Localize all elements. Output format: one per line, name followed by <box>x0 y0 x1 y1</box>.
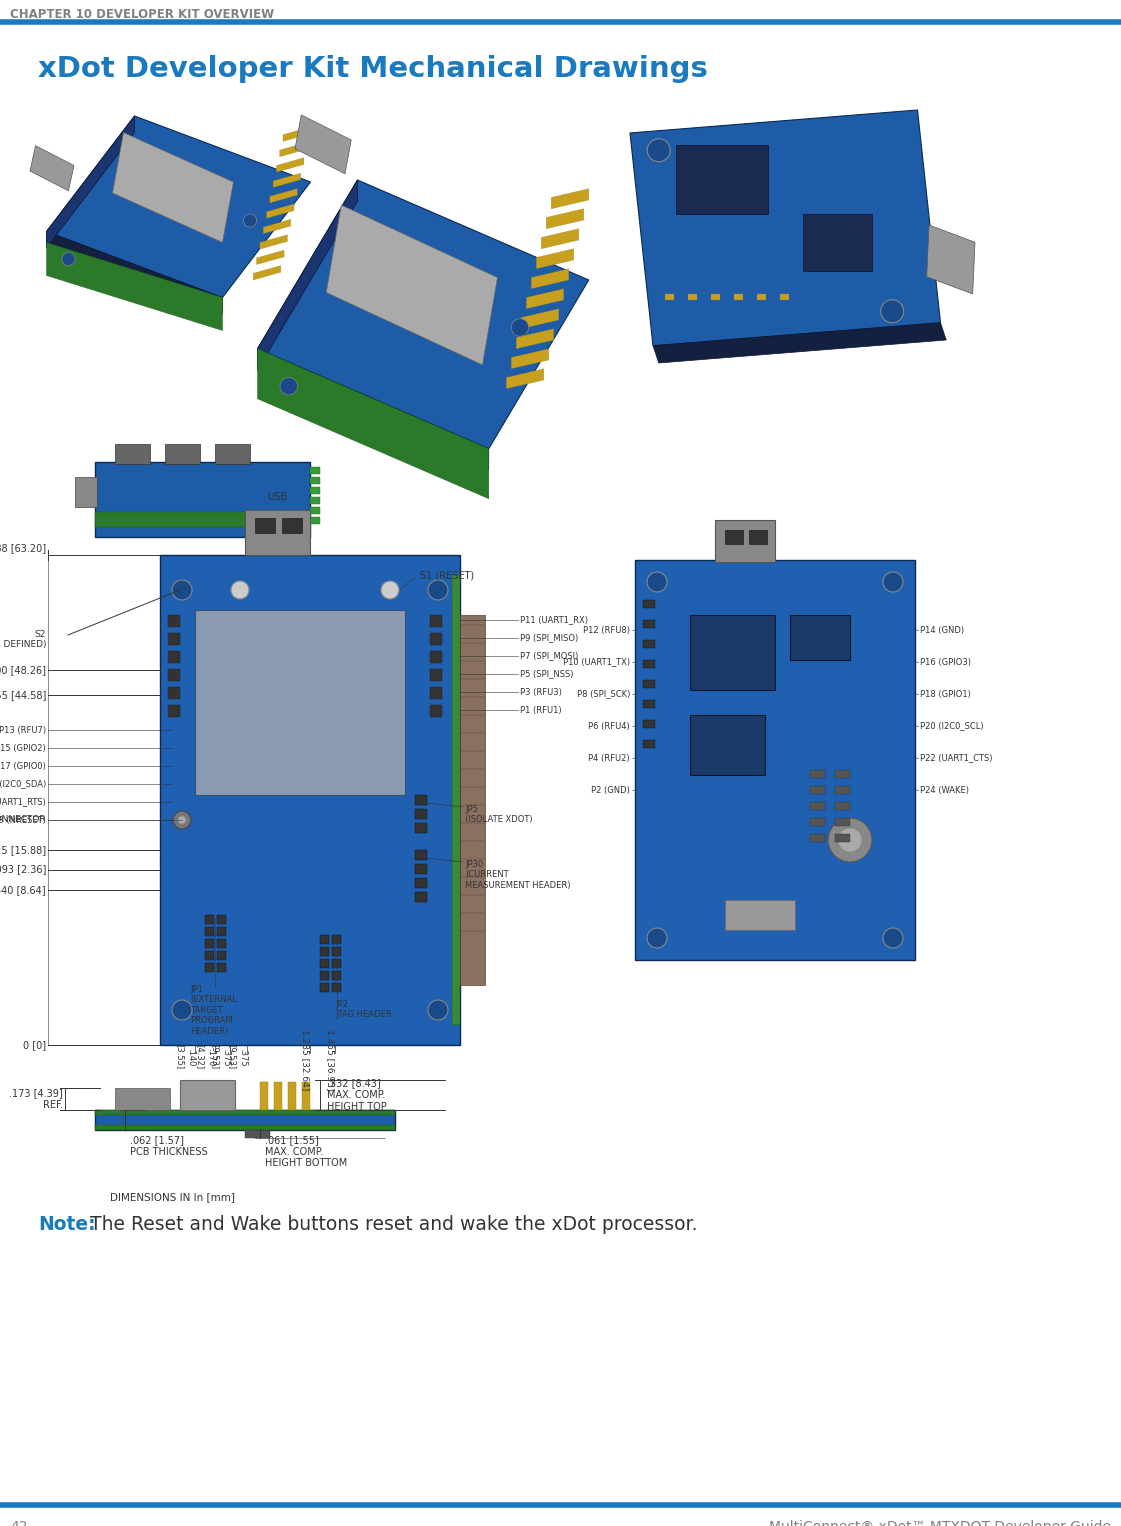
Polygon shape <box>282 127 311 142</box>
Bar <box>205 926 214 935</box>
Polygon shape <box>521 308 558 328</box>
Bar <box>245 510 311 555</box>
Text: P4 (RFU2): P4 (RFU2) <box>589 754 630 763</box>
Bar <box>810 786 825 794</box>
Text: P7 (SPI_MOSI): P7 (SPI_MOSI) <box>520 652 578 661</box>
Circle shape <box>883 928 904 948</box>
Bar <box>165 444 200 464</box>
Circle shape <box>280 377 297 395</box>
Polygon shape <box>267 204 294 218</box>
Text: 42: 42 <box>10 1520 28 1526</box>
Text: S1 (RESET): S1 (RESET) <box>420 571 474 580</box>
Bar <box>835 818 850 826</box>
Text: P13 (RFU7): P13 (RFU7) <box>0 725 46 734</box>
Text: P18 (GPIO1): P18 (GPIO1) <box>920 690 971 699</box>
Bar <box>835 835 850 842</box>
Bar <box>835 803 850 810</box>
Bar <box>95 513 311 526</box>
Text: P9 (SPI_MISO): P9 (SPI_MISO) <box>520 633 578 642</box>
Text: 0 [0]: 0 [0] <box>22 1041 46 1050</box>
Bar <box>95 1109 395 1129</box>
Circle shape <box>243 214 257 227</box>
Bar <box>725 530 743 543</box>
Circle shape <box>828 818 872 862</box>
Bar <box>217 963 226 972</box>
Text: .332 [8.43]
MAX. COMP.
HEIGHT TOP: .332 [8.43] MAX. COMP. HEIGHT TOP <box>327 1079 387 1111</box>
Polygon shape <box>46 116 135 249</box>
Text: JP30
(CURRENT
MEASUREMENT HEADER): JP30 (CURRENT MEASUREMENT HEADER) <box>465 861 571 890</box>
Text: Ø.093 [2.36]: Ø.093 [2.36] <box>0 865 46 874</box>
Text: P14 (GND): P14 (GND) <box>920 626 964 635</box>
Polygon shape <box>552 189 589 209</box>
Circle shape <box>647 139 670 162</box>
Polygon shape <box>258 180 358 369</box>
Bar <box>205 963 214 972</box>
Text: .170
[4.32]: .170 [4.32] <box>195 1044 215 1070</box>
Polygon shape <box>112 133 233 243</box>
Bar <box>643 661 655 668</box>
Bar <box>415 809 427 819</box>
Bar <box>415 877 427 888</box>
Bar <box>415 864 427 874</box>
Bar <box>415 893 427 902</box>
Bar <box>168 705 180 717</box>
Bar <box>332 971 341 980</box>
Text: P24 (WAKE): P24 (WAKE) <box>920 786 969 795</box>
Polygon shape <box>326 204 498 365</box>
Polygon shape <box>253 266 280 279</box>
Bar <box>217 916 226 925</box>
Text: .340 [8.64]: .340 [8.64] <box>0 885 46 896</box>
Polygon shape <box>270 189 297 203</box>
Text: .061 [1.55]
MAX. COMP.
HEIGHT BOTTOM: .061 [1.55] MAX. COMP. HEIGHT BOTTOM <box>265 1135 348 1169</box>
Text: xDot Developer Kit Mechanical Drawings: xDot Developer Kit Mechanical Drawings <box>38 55 707 82</box>
Bar <box>643 600 655 607</box>
Bar <box>180 1080 235 1109</box>
Bar <box>643 620 655 629</box>
Polygon shape <box>531 269 568 288</box>
Polygon shape <box>263 220 290 233</box>
Polygon shape <box>536 249 574 269</box>
Bar <box>415 850 427 861</box>
Text: .375
[9.53]: .375 [9.53] <box>228 1044 247 1070</box>
Text: MultiConnect® xDot™ MTXDOT Developer Guide: MultiConnect® xDot™ MTXDOT Developer Gui… <box>769 1520 1111 1526</box>
Bar <box>691 615 775 690</box>
Bar <box>168 633 180 645</box>
Bar <box>311 517 319 523</box>
Bar <box>835 771 850 778</box>
Bar <box>282 517 302 533</box>
Polygon shape <box>257 250 284 264</box>
Text: Note:: Note: <box>38 1215 95 1235</box>
Polygon shape <box>258 180 589 449</box>
Text: 1.755 [44.58]: 1.755 [44.58] <box>0 690 46 700</box>
Bar <box>430 615 442 627</box>
Polygon shape <box>277 157 304 172</box>
Polygon shape <box>258 349 489 499</box>
Text: P10 (UART1_TX): P10 (UART1_TX) <box>563 658 630 667</box>
Text: P23 (NRESET): P23 (NRESET) <box>0 815 46 824</box>
Bar <box>319 983 328 992</box>
Bar <box>95 462 311 537</box>
Bar <box>302 1082 311 1109</box>
Circle shape <box>231 581 249 600</box>
Bar <box>790 615 850 661</box>
Bar <box>260 1082 268 1109</box>
Text: P21 (UART1_RTS): P21 (UART1_RTS) <box>0 798 46 807</box>
Text: JP5
(ISOLATE XDOT): JP5 (ISOLATE XDOT) <box>465 806 532 824</box>
Bar <box>810 771 825 778</box>
Circle shape <box>173 810 191 829</box>
Bar <box>254 517 275 533</box>
Bar <box>733 295 743 299</box>
Bar <box>168 687 180 699</box>
Bar <box>643 700 655 708</box>
Bar <box>115 1088 170 1109</box>
Circle shape <box>511 319 529 336</box>
Text: U.FL CONNECTOR: U.FL CONNECTOR <box>0 815 46 824</box>
Polygon shape <box>546 209 584 229</box>
Text: .625 [15.88]: .625 [15.88] <box>0 845 46 855</box>
Polygon shape <box>46 116 311 298</box>
Bar <box>643 720 655 728</box>
Bar <box>803 214 871 272</box>
Polygon shape <box>507 369 544 389</box>
Bar <box>217 926 226 935</box>
Bar <box>643 681 655 688</box>
